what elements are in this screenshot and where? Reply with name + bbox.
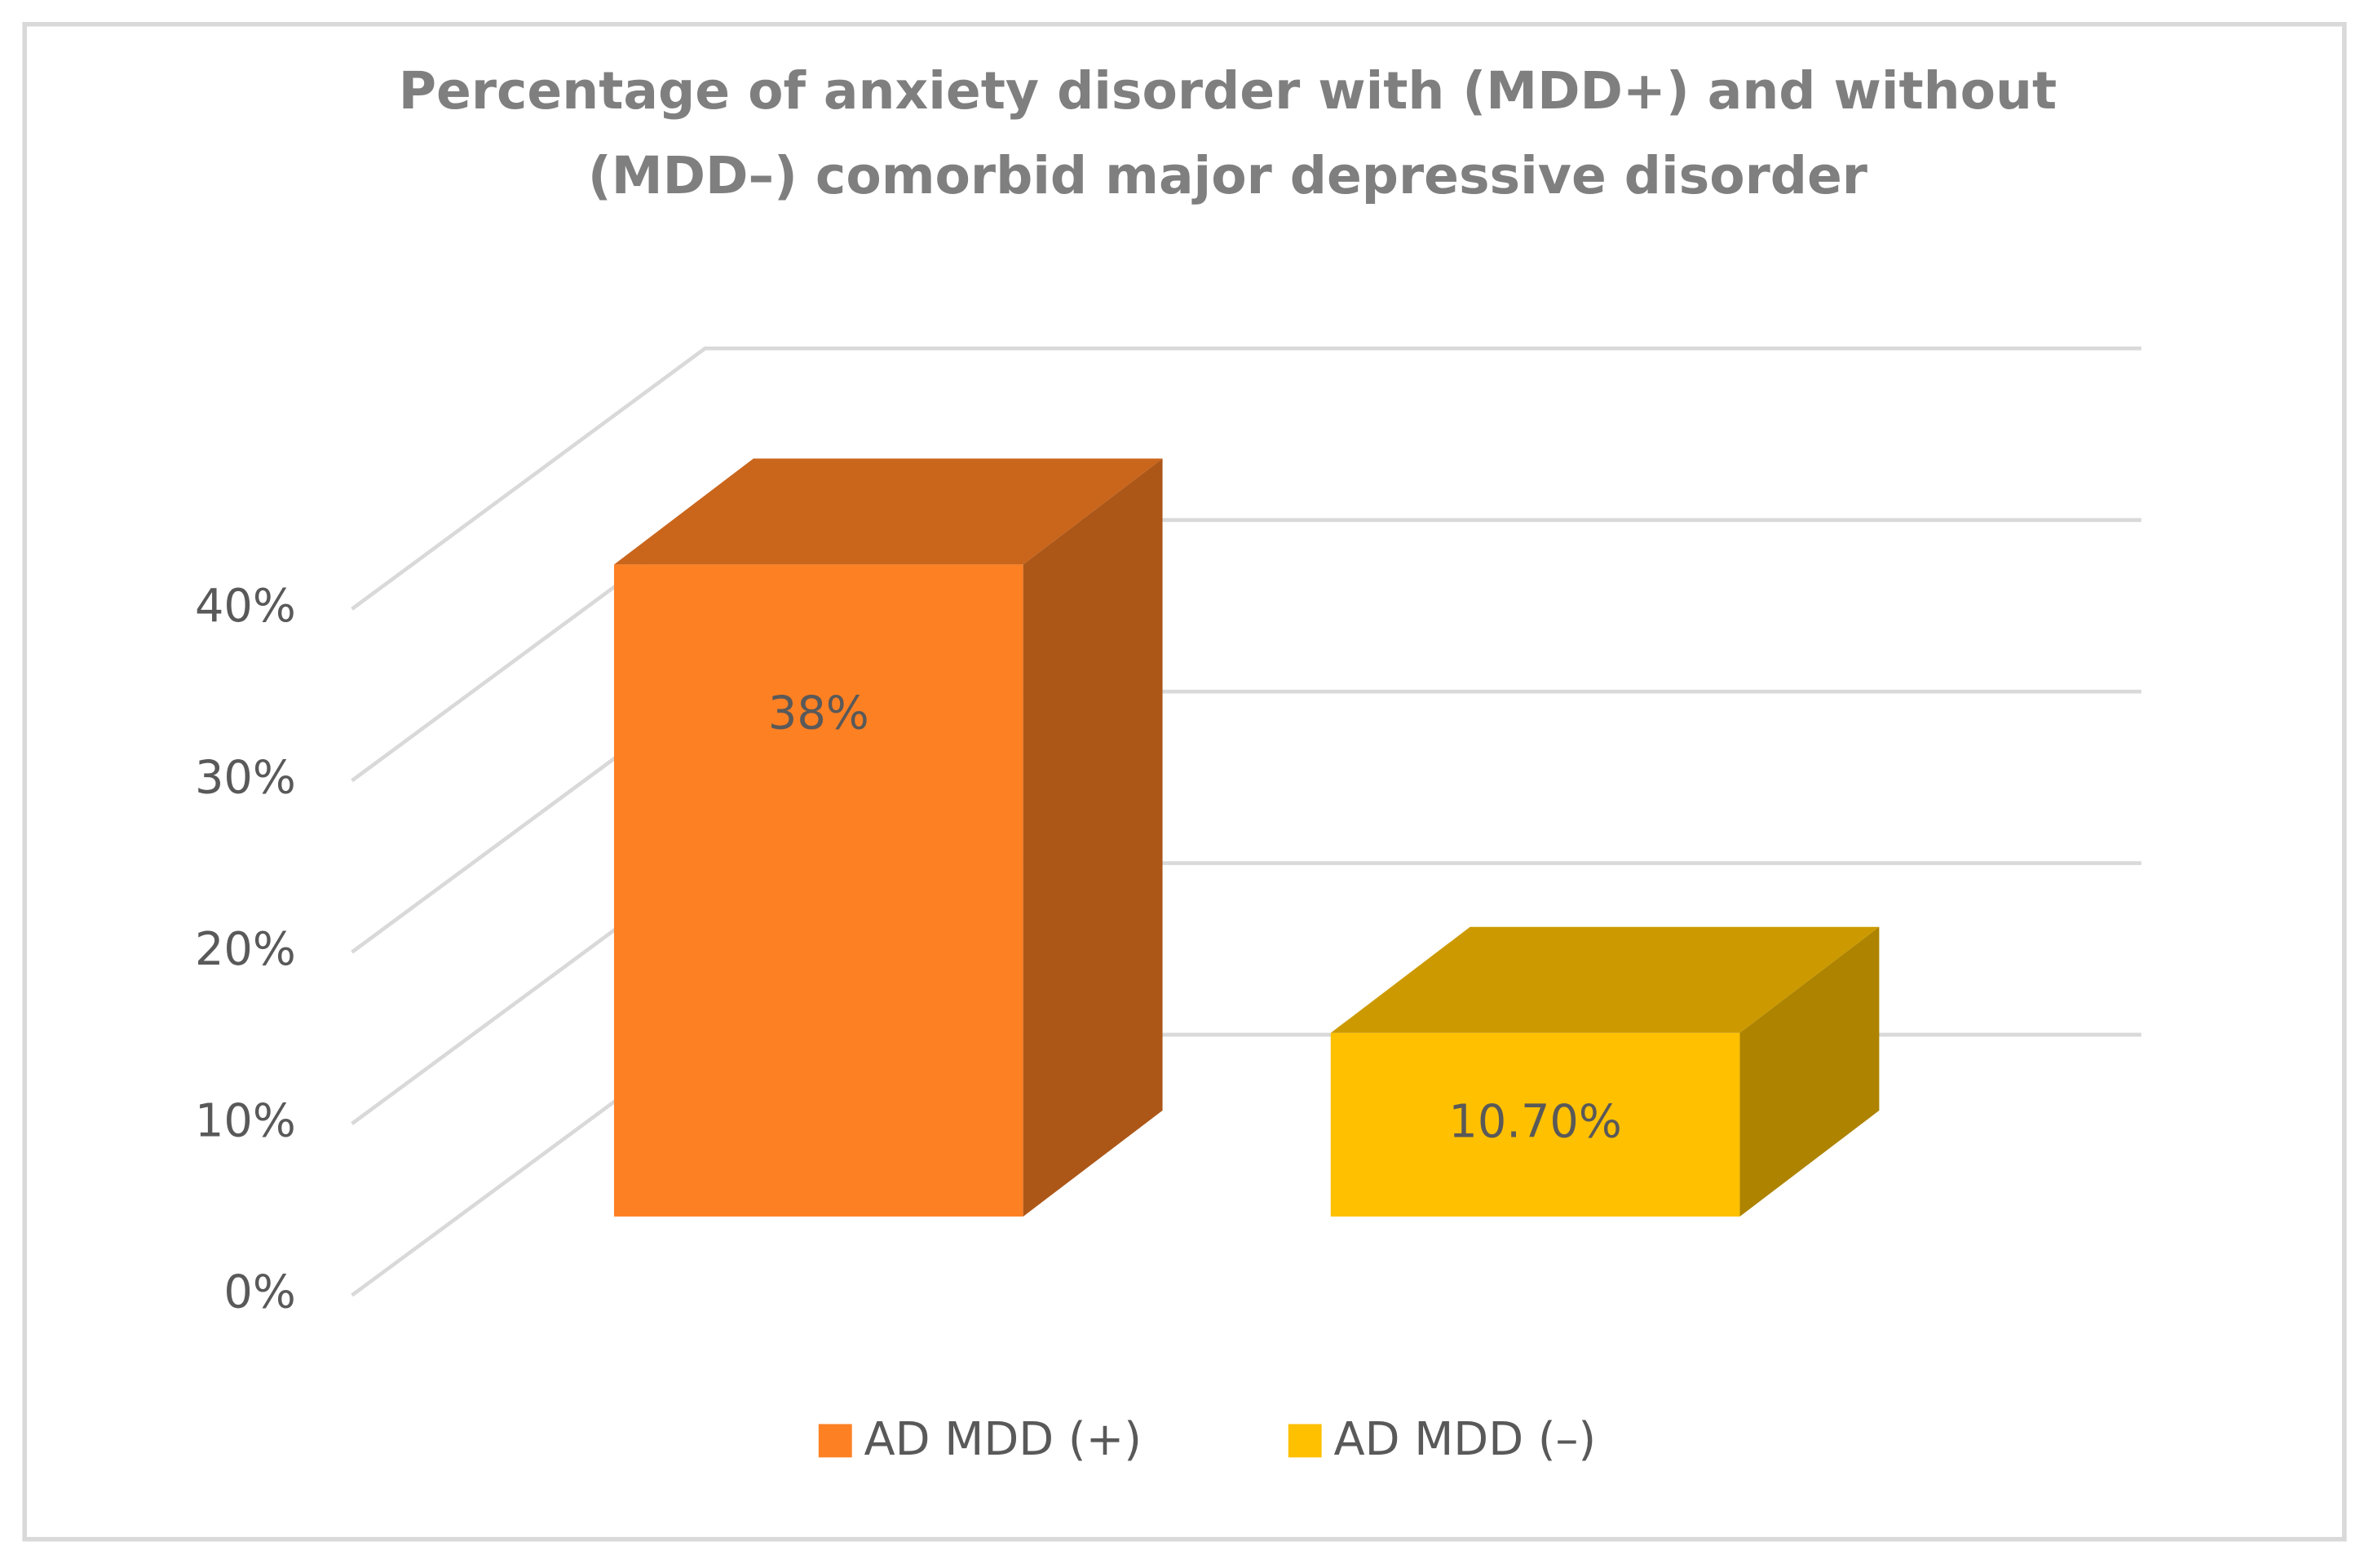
legend-label: AD MDD (+) <box>864 1413 1142 1466</box>
grid-line <box>351 347 2141 611</box>
y-tick-label: 0% <box>223 1266 295 1319</box>
bar <box>613 564 1023 1217</box>
chart-title: Percentage of anxiety disorder with (MDD… <box>399 60 2057 121</box>
bar-top <box>613 458 1163 565</box>
bar-side <box>1739 926 1880 1217</box>
y-tick-label: 20% <box>195 923 296 976</box>
chart-title: (MDD–) comorbid major depressive disorde… <box>588 145 1867 205</box>
data-label: 38% <box>768 687 869 740</box>
chart-border <box>22 21 2347 1542</box>
bar-side <box>1023 458 1163 1217</box>
bar <box>1330 1032 1740 1217</box>
y-tick-label: 10% <box>195 1094 296 1147</box>
legend-label: AD MDD (–) <box>1334 1413 1597 1466</box>
y-tick-label: 40% <box>195 580 296 633</box>
legend-swatch <box>818 1424 852 1458</box>
y-tick-label: 30% <box>195 751 296 804</box>
data-label: 10.70% <box>1448 1096 1621 1149</box>
bar-top <box>1330 926 1880 1033</box>
legend-swatch <box>1288 1424 1322 1458</box>
